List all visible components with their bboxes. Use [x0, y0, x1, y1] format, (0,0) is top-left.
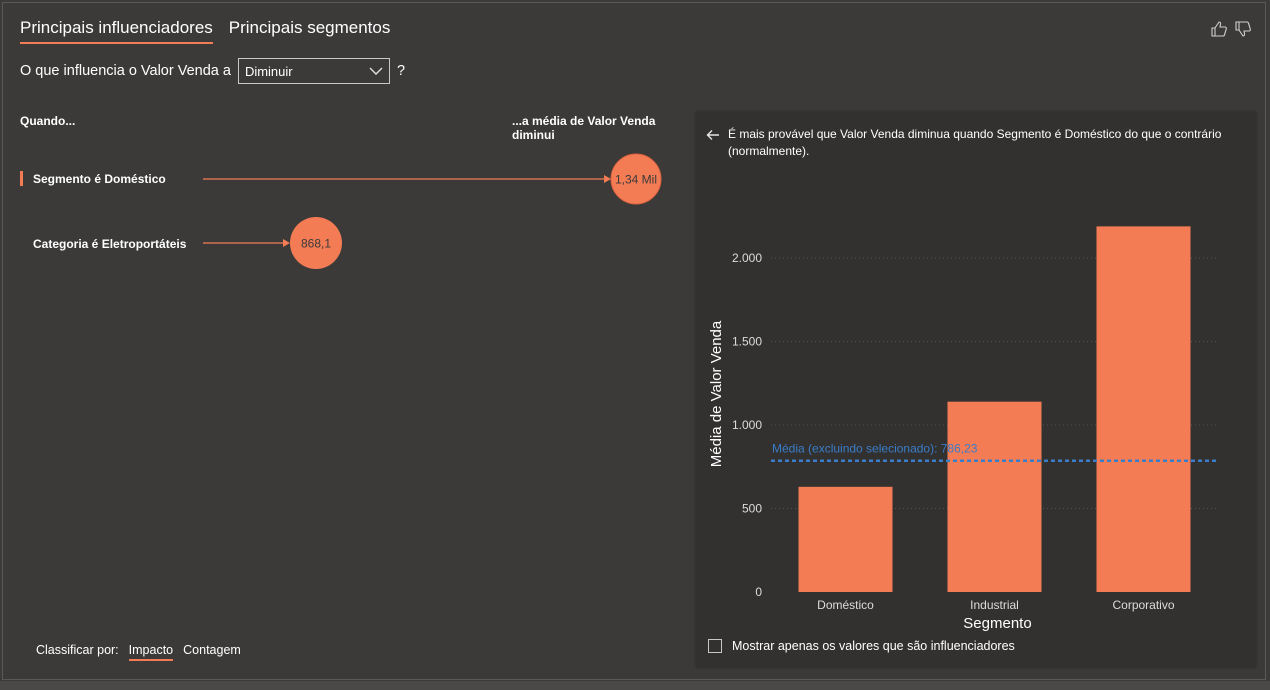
y-tick-label: 1.000 — [732, 418, 762, 432]
bar-doméstico — [798, 486, 893, 592]
column-header-result: ...a média de Valor Venda diminui — [512, 114, 656, 142]
influencer-label-segmento[interactable]: Segmento é Doméstico — [33, 172, 166, 186]
y-tick-label: 2.000 — [732, 251, 762, 265]
influencer-row-categoria[interactable]: 868,1 — [203, 217, 342, 269]
x-axis-label: Segmento — [963, 615, 1031, 632]
sort-option-contagem[interactable]: Contagem — [183, 643, 241, 657]
x-tick-label: Industrial — [970, 598, 1019, 612]
thumbs-up-icon[interactable] — [1210, 20, 1228, 43]
bar-industrial — [947, 401, 1042, 592]
sort-option-impacto[interactable]: Impacto — [128, 643, 174, 661]
influencers-only-toggle[interactable]: Mostrar apenas os valores que são influe… — [708, 639, 1015, 653]
impact-arrowhead — [604, 175, 611, 183]
influencer-bubbles: 1,34 Mil 868,1 — [203, 153, 662, 269]
influencers-only-label: Mostrar apenas os valores que são influe… — [732, 639, 1015, 653]
help-mark[interactable]: ? — [396, 63, 406, 79]
impact-bubble-label: 1,34 Mil — [615, 173, 657, 187]
impact-bubble-label: 868,1 — [301, 237, 331, 251]
x-tick-label: Doméstico — [817, 598, 874, 612]
influencer-row-segmento[interactable]: 1,34 Mil — [203, 153, 662, 205]
sort-row: Classificar por: Impacto Contagem — [36, 643, 241, 661]
y-axis-label: Média de Valor Venda — [708, 320, 725, 467]
selected-indicator — [20, 171, 23, 186]
thumbs-down-icon[interactable] — [1234, 20, 1252, 43]
feedback-buttons — [1210, 20, 1252, 43]
back-arrow-icon[interactable] — [706, 128, 720, 142]
impact-bubble — [290, 217, 342, 269]
y-tick-label: 0 — [755, 585, 762, 599]
question-row: O que influencia o Valor Venda a Diminui… — [20, 58, 405, 84]
y-tick-label: 1.500 — [732, 335, 762, 349]
question-label: O que influencia o Valor Venda a — [20, 63, 231, 79]
tab-bar: Principais influenciadores Principais se… — [20, 18, 390, 44]
reference-line-label: Média (excluindo selecionado): 786,23 — [772, 442, 978, 456]
segment-bar-chart: 0 500 1.000 1.500 2.000 Doméstico Industrial Co… — [708, 226, 1218, 632]
tab-principais-influenciadores[interactable]: Principais influenciadores — [20, 18, 213, 44]
influencer-label-categoria[interactable]: Categoria é Eletroportáteis — [33, 237, 187, 251]
column-header-when: Quando... — [20, 114, 76, 128]
detail-title: É mais provável que Valor Venda diminua … — [728, 127, 1222, 158]
bottom-strip — [0, 681, 1270, 690]
sort-label: Classificar por: — [36, 643, 119, 657]
chevron-down-icon — [369, 67, 383, 75]
impact-arrowhead — [283, 239, 290, 247]
direction-dropdown[interactable]: Diminuir — [237, 58, 390, 84]
direction-dropdown-value: Diminuir — [244, 63, 293, 79]
y-tick-label: 500 — [742, 502, 762, 516]
x-tick-label: Corporativo — [1112, 598, 1174, 612]
impact-bubble — [610, 153, 662, 205]
influencers-only-checkbox[interactable] — [708, 639, 722, 653]
detail-panel: É mais provável que Valor Venda diminua … — [696, 112, 1256, 667]
tab-principais-segmentos[interactable]: Principais segmentos — [228, 18, 391, 37]
bar-corporativo — [1096, 226, 1191, 592]
